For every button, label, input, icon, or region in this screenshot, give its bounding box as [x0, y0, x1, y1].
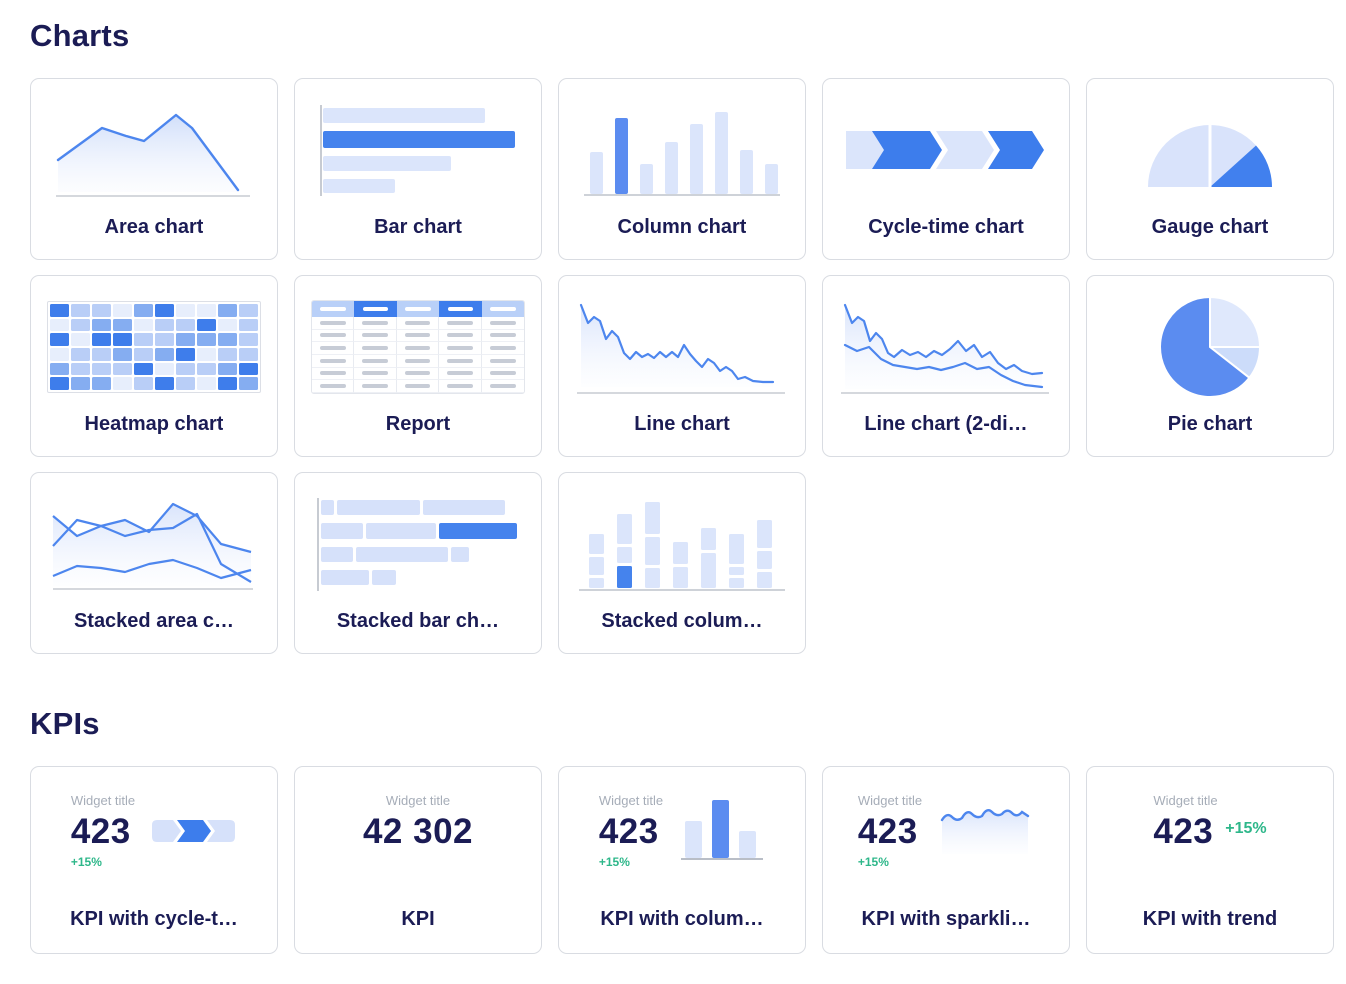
chart-card-stacked-bar-chart[interactable]: Stacked bar ch… — [294, 472, 542, 654]
chart-card-area-chart[interactable]: Area chart — [30, 78, 278, 260]
chart-card-label: Gauge chart — [1151, 216, 1269, 238]
chart-card-gauge-chart[interactable]: Gauge chart — [1086, 78, 1334, 260]
kpi-delta: +15% — [598, 854, 630, 869]
chart-card-label: Stacked bar ch… — [336, 610, 500, 632]
line-chart-2d-thumbnail — [839, 296, 1053, 398]
kpi-delta: +15% — [70, 854, 102, 869]
chart-card-label: Bar chart — [374, 216, 462, 238]
chart-card-column-chart[interactable]: Column chart — [558, 78, 806, 260]
kpis-grid: Widget title 423 +15% KPI with cycle-t… — [30, 766, 1334, 954]
chart-card-label: Report — [385, 413, 451, 435]
kpi-card-cycle-time[interactable]: Widget title 423 +15% KPI with cycle-t… — [30, 766, 278, 954]
chart-card-label: Line chart (2-di… — [864, 413, 1028, 435]
kpi-card-sparkline[interactable]: Widget title 423 +15% KPI with sparkli… — [822, 766, 1070, 954]
chart-card-line-chart-2d[interactable]: Line chart (2-di… — [822, 275, 1070, 457]
pie-chart-thumbnail — [1155, 295, 1265, 398]
chart-card-label: Area chart — [104, 216, 204, 238]
kpi-value: 423 — [598, 812, 659, 851]
chart-card-pie-chart[interactable]: Pie chart — [1086, 275, 1334, 457]
kpi-value: 423 — [857, 812, 918, 851]
kpi-widget-title: Widget title — [1153, 793, 1218, 808]
stacked-area-chart-thumbnail — [47, 493, 261, 595]
chart-card-stacked-column-chart[interactable]: Stacked colum… — [558, 472, 806, 654]
stacked-bar-chart-thumbnail — [311, 493, 525, 595]
cycle-time-chart-thumbnail — [842, 99, 1050, 201]
charts-grid: Area chart Bar chart — [30, 78, 1334, 654]
kpi-card-columns[interactable]: Widget title 423 +15% KPI with colum… — [558, 766, 806, 954]
chart-card-label: Heatmap chart — [84, 413, 224, 435]
chart-card-label: Stacked area c… — [73, 610, 235, 632]
chart-card-line-chart[interactable]: Line chart — [558, 275, 806, 457]
kpi-card-label: KPI — [401, 908, 435, 930]
chart-card-label: Column chart — [617, 216, 747, 238]
kpi-value: 423 — [70, 812, 131, 851]
stacked-column-chart-thumbnail — [575, 493, 789, 595]
chart-card-stacked-area-chart[interactable]: Stacked area c… — [30, 472, 278, 654]
line-chart-thumbnail — [575, 296, 789, 398]
kpi-delta: +15% — [857, 854, 889, 869]
chart-card-report[interactable]: Report — [294, 275, 542, 457]
report-thumbnail-body — [312, 317, 524, 393]
bar-chart-thumbnail — [314, 99, 522, 201]
kpis-section-title: KPIs — [30, 706, 100, 741]
kpi-widget-title: Widget title — [857, 793, 923, 808]
kpi-card-label: KPI with cycle-t… — [70, 908, 238, 930]
kpi-widget-title: Widget title — [70, 793, 136, 808]
kpi-card-trend[interactable]: Widget title 423 +15% KPI with trend — [1086, 766, 1334, 954]
cycle-time-mini-icon — [151, 818, 237, 844]
report-thumbnail-header — [312, 301, 524, 317]
area-chart-thumbnail — [50, 99, 258, 201]
chart-card-bar-chart[interactable]: Bar chart — [294, 78, 542, 260]
chart-card-label: Pie chart — [1167, 413, 1253, 435]
gauge-chart-thumbnail — [1135, 99, 1285, 201]
chart-card-label: Cycle-time chart — [868, 216, 1024, 238]
kpi-value: 42 302 — [362, 812, 474, 851]
kpi-widget-title: Widget title — [598, 793, 664, 808]
columns-mini-icon — [679, 798, 765, 864]
kpi-card-label: KPI with colum… — [600, 908, 764, 930]
column-chart-thumbnail — [578, 99, 786, 201]
sparkline-mini-icon — [938, 804, 1034, 858]
chart-card-cycle-time-chart[interactable]: Cycle-time chart — [822, 78, 1070, 260]
kpi-card-plain[interactable]: Widget title 42 302 KPI — [294, 766, 542, 954]
chart-card-label: Stacked colum… — [601, 610, 763, 632]
kpi-value: 423 — [1153, 812, 1214, 851]
charts-section-title: Charts — [30, 18, 130, 53]
kpi-card-label: KPI with sparkli… — [861, 908, 1031, 930]
chart-card-label: Line chart — [634, 413, 730, 435]
heatmap-thumbnail — [47, 301, 261, 393]
report-thumbnail — [311, 300, 525, 394]
kpi-delta: +15% — [1225, 820, 1267, 838]
kpi-widget-title: Widget title — [385, 793, 451, 808]
kpi-card-label: KPI with trend — [1142, 908, 1278, 930]
chart-card-heatmap-chart[interactable]: Heatmap chart — [30, 275, 278, 457]
